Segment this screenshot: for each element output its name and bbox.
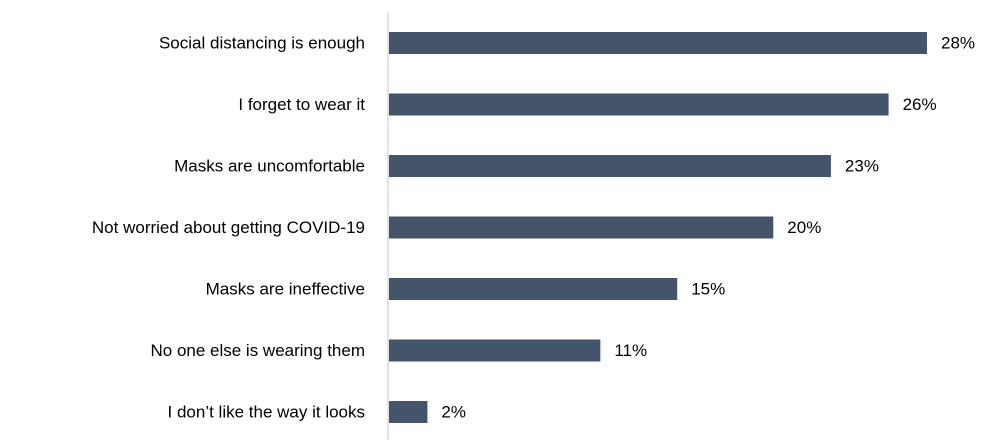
category-label: Not worried about getting COVID-19 <box>92 218 365 237</box>
value-label: 15% <box>691 280 725 299</box>
category-labels: Social distancing is enough I forget to w… <box>92 34 365 422</box>
bar <box>389 278 678 300</box>
category-label: No one else is wearing them <box>150 341 365 360</box>
value-label: 28% <box>941 34 975 53</box>
bar <box>389 339 601 362</box>
bar <box>389 401 428 423</box>
category-label: I forget to wear it <box>238 95 365 114</box>
category-label: Masks are uncomfortable <box>174 157 365 176</box>
category-label: I don’t like the way it looks <box>168 403 365 422</box>
value-label: 20% <box>787 218 821 237</box>
value-labels: 28% 26% 23% 20% 15% 11% 2% <box>441 34 975 422</box>
bar <box>389 155 831 177</box>
bar <box>389 32 927 54</box>
bar <box>389 216 774 239</box>
value-label: 23% <box>845 157 879 176</box>
value-label: 26% <box>903 95 937 114</box>
category-label: Masks are ineffective <box>206 280 365 299</box>
category-label: Social distancing is enough <box>159 34 365 53</box>
value-label: 11% <box>614 341 647 360</box>
bar <box>389 93 889 116</box>
bars-layer <box>389 32 927 423</box>
value-label: 2% <box>441 403 466 422</box>
